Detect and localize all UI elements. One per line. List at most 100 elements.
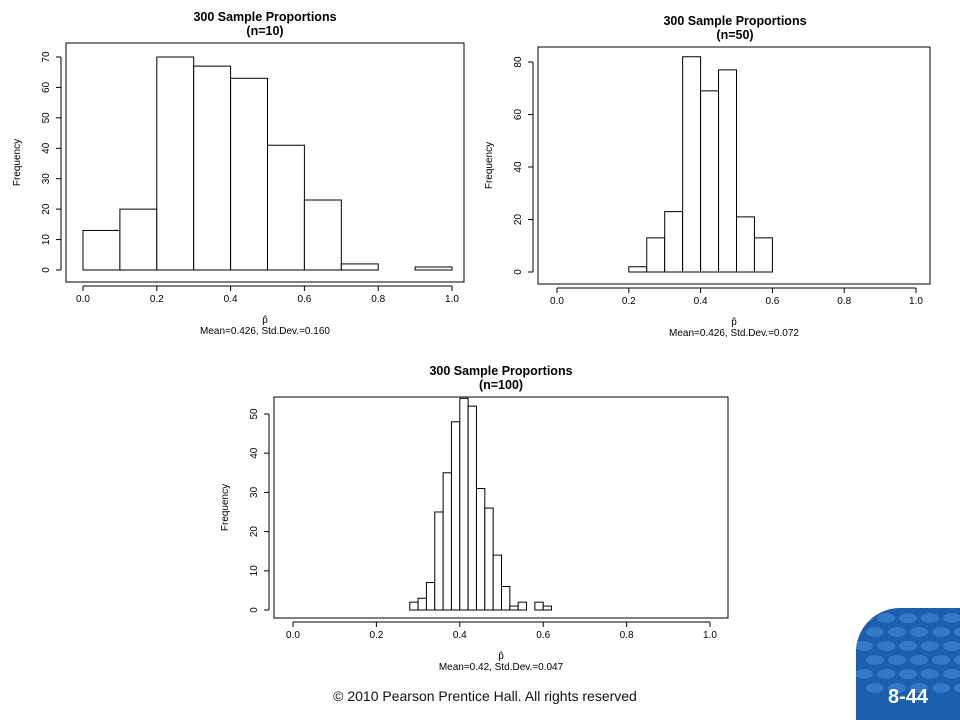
y-axis-label: Frequency (220, 484, 231, 531)
x-tick-label: 1.0 (445, 294, 459, 305)
x-tick-label: 0.8 (371, 294, 385, 305)
y-tick-label: 0 (249, 607, 260, 613)
badge-dot (899, 669, 917, 679)
badge-dot (932, 627, 950, 637)
badge-dot (954, 627, 960, 637)
histogram-n10: 300 Sample Proportions(n=10) 0.0 0.2 0.4 0.6… (12, 10, 465, 337)
badge-dot (877, 641, 895, 651)
plot-frame (537, 46, 931, 285)
x-tick-label: 0.2 (369, 630, 383, 641)
y-tick-label: 0 (513, 269, 524, 275)
y-tick-label: 80 (513, 56, 524, 68)
histogram-bar (753, 237, 773, 273)
histogram-bar (718, 69, 737, 273)
badge-dot (866, 655, 884, 665)
summary-caption: Mean=0.426, Std.Dev.=0.072 (669, 328, 799, 339)
x-tick-label: 1.0 (909, 296, 923, 307)
y-tick-label: 70 (41, 51, 52, 63)
chart-title: 300 Sample Proportions (663, 14, 806, 28)
histogram-n100: 300 Sample Proportions(n=100) 0.0 0.2 0.4 0.… (220, 364, 729, 673)
summary-caption: Mean=0.426, Std.Dev.=0.160 (200, 326, 330, 337)
histogram-bar (442, 472, 452, 611)
badge-dot (888, 683, 906, 693)
slide-number-badge: 8-44 (856, 608, 960, 720)
x-tick-label: 0.6 (536, 630, 550, 641)
histogram-n50: 300 Sample Proportions(n=50) 0.0 0.2 0.4 0.6… (484, 14, 931, 339)
histogram-bar (434, 511, 444, 611)
badge-dot (899, 613, 917, 623)
copyright-notice: © 2010 Pearson Prentice Hall. All rights… (333, 688, 637, 704)
badge-dot (910, 627, 928, 637)
plot-frame (65, 42, 465, 283)
histogram-bar (542, 605, 553, 611)
badge-dot (856, 641, 873, 651)
histogram-bar (425, 582, 436, 611)
badge-dot (866, 627, 884, 637)
x-tick-label: 0.2 (150, 294, 164, 305)
x-axis-label: p̂ (498, 650, 504, 662)
badge-dot (866, 683, 884, 693)
badge-dot (954, 655, 960, 665)
histogram-bar (417, 597, 427, 611)
badge-dot (856, 613, 873, 623)
y-tick-label: 30 (249, 486, 260, 498)
badge-dot-pattern (856, 613, 960, 693)
y-tick-label: 60 (41, 81, 52, 93)
histogram-bar (682, 56, 702, 273)
summary-caption: Mean=0.42, Std.Dev.=0.047 (439, 662, 564, 673)
x-tick-label: 0.4 (453, 630, 467, 641)
histogram-bar (517, 601, 528, 611)
histogram-bar (467, 405, 477, 611)
y-tick-label: 20 (513, 214, 524, 226)
y-tick-label: 40 (513, 161, 524, 173)
y-tick-label: 0 (41, 267, 52, 273)
y-tick-label: 30 (41, 173, 52, 185)
y-tick-label: 60 (513, 109, 524, 121)
chart-title: 300 Sample Proportions (193, 10, 336, 24)
histogram-bar (509, 605, 519, 611)
badge-dot (910, 683, 928, 693)
histogram-bar (646, 237, 666, 273)
histogram-bar (267, 144, 305, 271)
x-tick-label: 0.0 (76, 294, 90, 305)
histogram-bar (156, 56, 195, 271)
y-tick-label: 10 (41, 234, 52, 246)
histogram-bar (736, 216, 755, 273)
histogram-bar (534, 601, 544, 611)
badge-dot (943, 669, 960, 679)
badge-dot (856, 669, 873, 679)
x-axis-label: p̂ (262, 314, 268, 326)
histogram-bar (82, 229, 121, 271)
badge-dot (954, 683, 960, 693)
badge-dot (932, 655, 950, 665)
badge-dot (899, 641, 917, 651)
badge-dot (921, 641, 939, 651)
y-tick-label: 50 (249, 408, 260, 420)
histogram-bar (492, 554, 503, 611)
badge-dot (921, 669, 939, 679)
chart-subtitle: (n=50) (716, 28, 753, 42)
histogram-bar (414, 266, 453, 271)
histogram-bar (409, 601, 419, 611)
y-tick-label: 50 (41, 112, 52, 124)
y-tick-label: 10 (249, 565, 260, 577)
badge-dot (877, 613, 895, 623)
histogram-bar (450, 421, 461, 611)
x-tick-label: 0.4 (694, 296, 708, 307)
plot-frame (273, 396, 729, 619)
x-tick-label: 0.2 (622, 296, 636, 307)
y-axis-label: Frequency (12, 139, 23, 186)
y-tick-label: 20 (41, 203, 52, 215)
histogram-bar (303, 199, 342, 271)
x-tick-label: 1.0 (703, 630, 717, 641)
badge-dot (921, 613, 939, 623)
histogram-bar (628, 266, 648, 273)
y-tick-label: 40 (41, 142, 52, 154)
histogram-bar (459, 397, 469, 611)
x-tick-label: 0.6 (765, 296, 779, 307)
histogram-bar (119, 208, 158, 271)
badge-dot (888, 655, 906, 665)
histogram-bar (501, 585, 511, 611)
histogram-bar (230, 77, 269, 271)
